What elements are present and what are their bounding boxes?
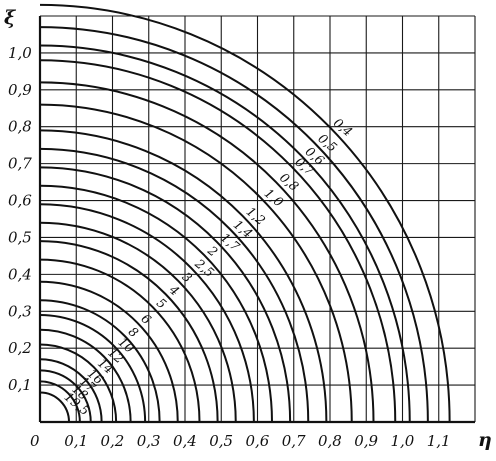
y-tick-label: 0,8 [8, 118, 32, 136]
curve-0-5 [39, 26, 429, 423]
origin-label: 0 [30, 432, 40, 450]
curve-0-6 [39, 44, 411, 423]
curve-label: 2,5 [192, 255, 218, 280]
tick-labels: 0,1 0,2 0,3 0,4 0,5 0,6 0,7 0,8 0,9 1,0 1,1 0,1 0,2 0… [8, 44, 451, 450]
x-tick-label: 0,7 [282, 432, 306, 450]
curve-3 [39, 221, 237, 423]
curve-16 [39, 358, 103, 423]
x-tick-label: 0,5 [209, 432, 233, 450]
curve-2 [39, 184, 273, 423]
curve-14 [39, 343, 118, 423]
curve-0-8 [39, 81, 375, 423]
curve-0-4 [39, 3, 451, 423]
curve-4 [39, 240, 219, 423]
curve-19-5 [39, 391, 70, 423]
curve-2-5 [39, 203, 255, 423]
x-tick-label: 0,4 [173, 432, 197, 450]
y-tick-label: 0,3 [8, 302, 32, 320]
x-tick-label: 0,3 [137, 432, 161, 450]
x-axis-title: η [478, 429, 492, 451]
axes [38, 16, 475, 424]
y-tick-label: 1,0 [8, 44, 32, 62]
curve-18 [39, 380, 81, 423]
y-tick-label: 0,4 [8, 265, 32, 283]
curve-label: 0,4 [331, 115, 356, 139]
y-tick-label: 0,1 [8, 376, 32, 394]
x-tick-label: 0,8 [318, 432, 342, 450]
y-tick-label: 0,9 [8, 81, 32, 99]
y-tick-label: 0,5 [8, 228, 32, 246]
curve-label: 3 [179, 269, 195, 286]
x-tick-label: 0,1 [64, 432, 88, 450]
y-tick-label: 0,7 [8, 155, 32, 173]
curve-1-7 [39, 166, 292, 423]
curve-10 [39, 313, 147, 423]
curve-1-4 [39, 147, 310, 423]
y-tick-label: 0,6 [8, 192, 32, 210]
curve-label: 6 [138, 311, 154, 328]
curve-1-0 [39, 103, 353, 423]
x-tick-label: 1,0 [391, 432, 415, 450]
y-axis-title: ξ [4, 7, 17, 29]
curves [39, 3, 451, 423]
x-tick-label: 0,2 [101, 432, 125, 450]
x-tick-label: 0,6 [246, 432, 270, 450]
y-tick-label: 0,2 [8, 339, 32, 357]
x-tick-label: 1,1 [427, 432, 451, 450]
curve-12 [39, 328, 132, 423]
x-tick-label: 0,9 [354, 432, 378, 450]
curve-label: 5 [154, 295, 170, 312]
curve-1-2 [39, 129, 328, 423]
curve-17 [39, 369, 92, 423]
curve-6 [39, 280, 179, 423]
curve-5 [39, 258, 201, 423]
curve-0-7 [39, 59, 397, 423]
curve-8 [39, 299, 161, 423]
